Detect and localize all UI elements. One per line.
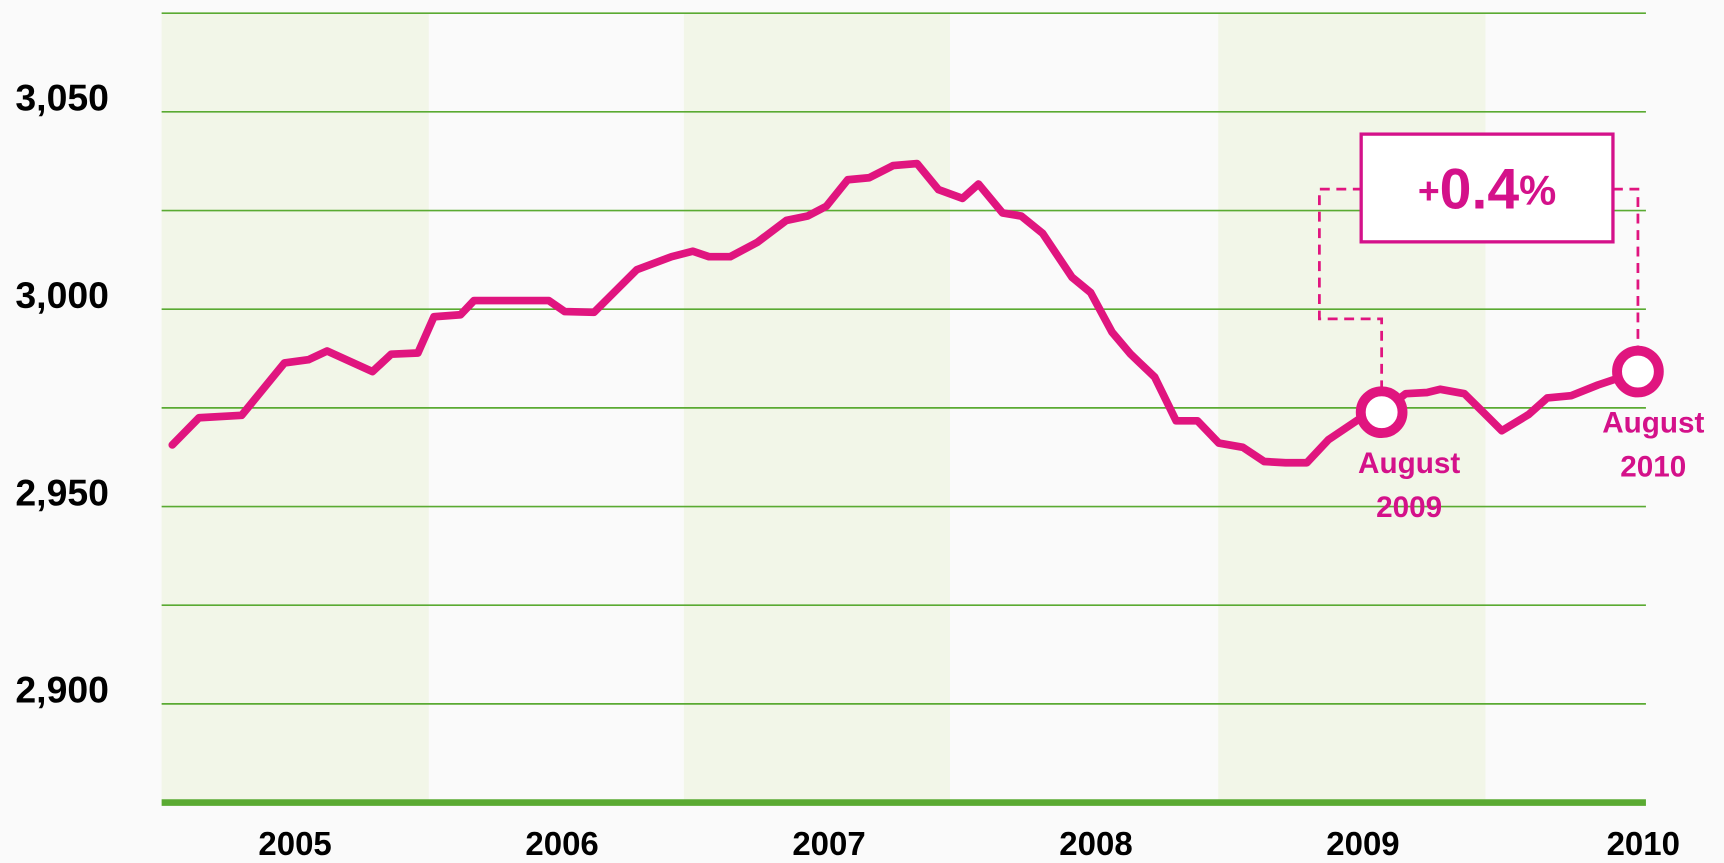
x-tick-label: 2007 xyxy=(792,825,865,862)
annotation-label: August 2009 xyxy=(1358,447,1460,524)
highlight-point xyxy=(1612,345,1664,398)
x-tick-label: 2008 xyxy=(1059,825,1132,862)
x-tick-label: 2009 xyxy=(1326,825,1399,862)
plot: +0.4% August 2009 August 2010 xyxy=(168,132,1705,524)
bracket xyxy=(1318,187,1384,391)
line-series xyxy=(168,159,1642,467)
y-tick-label: 2,950 xyxy=(15,471,109,513)
bracket xyxy=(1612,187,1640,348)
y-tick-label: 2,900 xyxy=(15,669,109,711)
grid xyxy=(161,12,1646,806)
change-label: +0.4% xyxy=(1418,158,1556,222)
x-tick-label: 2010 xyxy=(1607,825,1680,862)
x-tick-label: 2006 xyxy=(525,825,598,862)
y-tick-label: 3,000 xyxy=(15,274,109,316)
annotation-label: August 2010 xyxy=(1602,406,1704,483)
change-box xyxy=(1359,132,1615,244)
y-tick-label: 3,050 xyxy=(15,77,109,119)
x-tick-label: 2005 xyxy=(258,825,331,862)
highlight-point xyxy=(1355,386,1408,439)
